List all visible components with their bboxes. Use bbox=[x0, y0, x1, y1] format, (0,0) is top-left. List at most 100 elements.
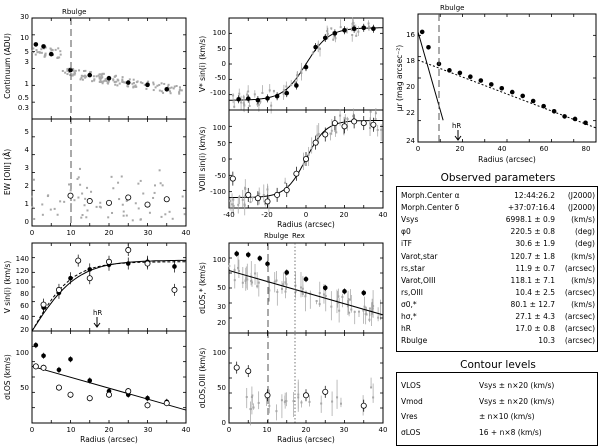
data-point-open bbox=[229, 175, 236, 182]
vstar-points bbox=[232, 17, 376, 114]
data-point-filled bbox=[257, 256, 263, 261]
map-point bbox=[51, 49, 54, 52]
param-unit: (arcsec) bbox=[564, 287, 595, 297]
xtick: -20 bbox=[261, 211, 272, 219]
map-point bbox=[180, 89, 183, 92]
data-point-filled bbox=[87, 72, 93, 78]
map-point bbox=[113, 81, 116, 84]
map-point bbox=[369, 126, 372, 129]
map-point bbox=[147, 80, 150, 83]
map-point bbox=[99, 206, 102, 209]
map-point bbox=[81, 214, 84, 217]
param-value: 120.7 ± 1.8 bbox=[510, 251, 555, 261]
xtick: 0 bbox=[416, 145, 420, 153]
map-point bbox=[98, 80, 101, 83]
map-point bbox=[173, 85, 176, 88]
map-point bbox=[117, 181, 120, 184]
panel-continuum: Rbulge Continuum (ADU) 0.3 0.5 1 3 5 10 … bbox=[3, 8, 187, 226]
map-point bbox=[134, 202, 137, 205]
ytick: 50 bbox=[217, 140, 226, 148]
data-point-filled bbox=[303, 276, 309, 282]
map-point bbox=[95, 205, 98, 208]
data-point-open bbox=[331, 120, 338, 127]
map-point bbox=[49, 47, 52, 50]
data-point-filled bbox=[426, 44, 431, 50]
map-point bbox=[110, 175, 113, 178]
map-point bbox=[363, 305, 366, 308]
xtick: 40 bbox=[498, 145, 507, 153]
map-point bbox=[237, 269, 240, 272]
map-point bbox=[47, 194, 50, 197]
map-point bbox=[368, 25, 371, 28]
rbulge-label-continuum: Rbulge bbox=[62, 8, 86, 16]
map-point bbox=[66, 69, 69, 72]
data-point-open bbox=[274, 191, 281, 198]
map-point bbox=[121, 203, 124, 206]
map-point bbox=[183, 213, 186, 216]
map-point bbox=[285, 400, 288, 403]
map-point bbox=[178, 91, 181, 94]
data-point-filled bbox=[145, 82, 150, 88]
map-point bbox=[92, 75, 95, 78]
map-point bbox=[81, 192, 84, 195]
data-point-open bbox=[171, 286, 178, 293]
map-point bbox=[83, 204, 86, 207]
map-point bbox=[351, 22, 354, 25]
hr-label-vcirc: hR bbox=[93, 309, 102, 317]
map-point bbox=[125, 199, 128, 202]
map-point bbox=[158, 89, 161, 92]
map-point bbox=[160, 82, 163, 85]
param-unit: (deg) bbox=[575, 239, 595, 249]
map-point bbox=[49, 208, 52, 211]
map-point bbox=[372, 304, 375, 307]
data-point-open bbox=[302, 392, 309, 399]
data-point-filled bbox=[234, 251, 239, 257]
contour-levels-table: Contour levels VLOS Vsys ± n×20 (km/s) Vmo… bbox=[396, 359, 598, 446]
map-point bbox=[285, 85, 288, 88]
map-point bbox=[334, 130, 337, 133]
map-point bbox=[136, 80, 139, 83]
map-point bbox=[99, 201, 102, 204]
param-name: iTF bbox=[401, 239, 412, 249]
map-point bbox=[249, 408, 252, 411]
map-point bbox=[121, 80, 124, 83]
data-point-open bbox=[55, 286, 62, 293]
map-point bbox=[33, 217, 36, 220]
map-point bbox=[233, 105, 236, 108]
param-value: 6998.1 ± 0.9 bbox=[505, 215, 555, 225]
xtick: 20 bbox=[456, 145, 465, 153]
map-point bbox=[337, 295, 340, 298]
map-point bbox=[250, 396, 253, 399]
map-point bbox=[256, 103, 259, 106]
ytick: 3 bbox=[25, 58, 29, 66]
map-point bbox=[121, 76, 124, 79]
map-point bbox=[95, 75, 98, 78]
map-point bbox=[93, 79, 96, 82]
map-point bbox=[168, 87, 171, 90]
ytick: 0 bbox=[222, 60, 226, 68]
map-point bbox=[266, 188, 269, 191]
panel-sigma-oiii: σLOS,OIII (km/s) 0 50 100 0 10 20 30 40 … bbox=[198, 332, 387, 444]
map-point bbox=[69, 74, 72, 77]
param-unit: (km/s) bbox=[571, 299, 595, 309]
ytick: 100 bbox=[213, 349, 226, 357]
map-point bbox=[120, 175, 123, 178]
data-point-open bbox=[86, 395, 93, 402]
map-point bbox=[275, 410, 278, 413]
data-point-filled bbox=[457, 70, 463, 76]
param-row: Morph.Center α 12:44:26.2 (J2000) bbox=[401, 191, 595, 202]
map-point bbox=[121, 78, 124, 81]
data-point-open bbox=[67, 192, 74, 199]
continuum-frame bbox=[31, 17, 187, 120]
map-point bbox=[135, 85, 138, 88]
map-point bbox=[322, 293, 325, 296]
data-point-filled bbox=[342, 27, 347, 33]
xtick: -40 bbox=[223, 211, 234, 219]
map-point bbox=[251, 196, 254, 199]
map-point bbox=[350, 308, 353, 311]
map-point bbox=[346, 305, 349, 308]
map-point bbox=[169, 92, 172, 95]
contour-name: Vmod bbox=[401, 396, 423, 406]
map-point bbox=[282, 89, 285, 92]
map-point bbox=[346, 28, 349, 31]
